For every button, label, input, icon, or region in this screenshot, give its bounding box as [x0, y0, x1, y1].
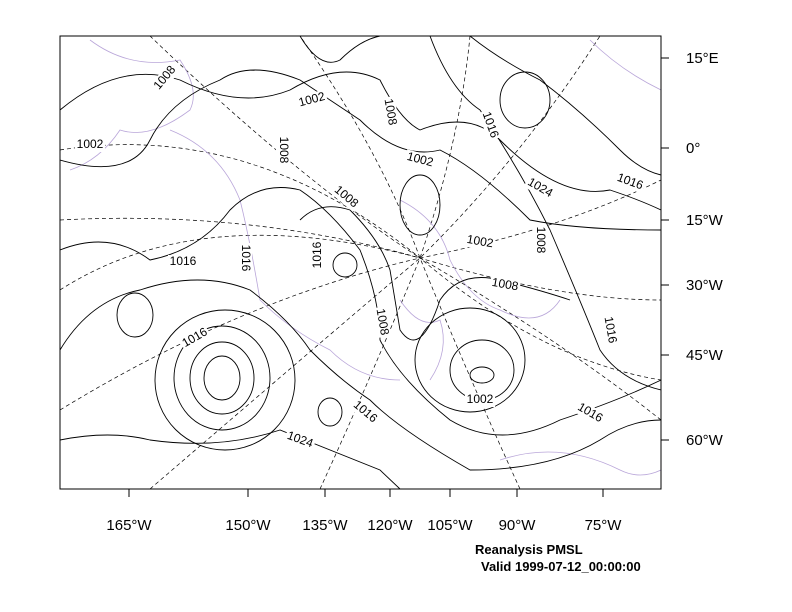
lat-label: 30°W	[686, 277, 724, 294]
contour-label-bg	[238, 243, 252, 273]
contour-label-bg	[330, 181, 362, 213]
contour-label: 1002	[467, 392, 494, 406]
contour-label-bg	[295, 89, 329, 111]
lat-label: 60°W	[686, 432, 724, 449]
contour-label-bg	[464, 232, 496, 252]
contour-label-bg	[372, 306, 392, 338]
contours	[60, 36, 661, 489]
contour-label: 1008	[277, 137, 291, 164]
lat-label: 45°W	[686, 347, 724, 364]
contour-label: 1008	[382, 97, 400, 126]
contour-label: 1008	[374, 307, 392, 336]
contour-label-bg	[489, 275, 521, 295]
contour-label: 1002	[466, 232, 495, 250]
contour-label: 1002	[77, 137, 104, 151]
contour-label: 1016	[310, 241, 324, 268]
contour-label-bg	[75, 138, 105, 152]
map-frame	[59, 35, 662, 490]
contour-label-bg	[276, 135, 290, 165]
lat-label: 0°	[686, 140, 700, 157]
contour-label-bg	[283, 428, 317, 452]
lon-label: 90°W	[499, 517, 537, 534]
contour-label-bg	[600, 314, 620, 346]
lon-label: 105°W	[427, 517, 473, 534]
contour-label-bg	[403, 149, 437, 171]
coastlines	[69, 39, 661, 476]
contour-label-bg	[349, 396, 381, 428]
lon-label: 135°W	[302, 517, 348, 534]
contour-label-bg	[523, 174, 557, 202]
contour-label: 1002	[406, 149, 436, 170]
contour-label-bg	[613, 170, 647, 194]
lat-label: 15°E	[686, 50, 719, 67]
footer-title: Reanalysis PMSL	[475, 542, 583, 557]
footer-valid: Valid 1999-07-12_00:00:00	[481, 559, 641, 574]
contour-label-bg	[149, 62, 181, 94]
contour-label-bg	[380, 96, 400, 128]
contour-label-bg	[178, 324, 212, 352]
contour-label-bg	[478, 108, 502, 142]
lon-label: 165°W	[106, 517, 152, 534]
contour-label: 1002	[297, 89, 327, 110]
contour-label-bg	[533, 225, 547, 255]
lon-label: 75°W	[585, 517, 623, 534]
map-body	[60, 36, 661, 489]
contour-label: 1016	[170, 254, 197, 268]
contour-label-bg	[168, 255, 198, 269]
contour-label-bg	[573, 399, 607, 427]
contour-label: 1008	[491, 275, 520, 293]
contour-label-bg	[311, 240, 325, 270]
lon-label: 150°W	[225, 517, 271, 534]
lon-label: 120°W	[367, 517, 413, 534]
contour-label: 1016	[602, 315, 620, 344]
contour-label: 1008	[534, 227, 548, 254]
contour-label-bg	[465, 393, 495, 407]
graticule	[60, 36, 661, 489]
lat-label: 15°W	[686, 212, 724, 229]
contour-label: 1016	[239, 245, 253, 272]
